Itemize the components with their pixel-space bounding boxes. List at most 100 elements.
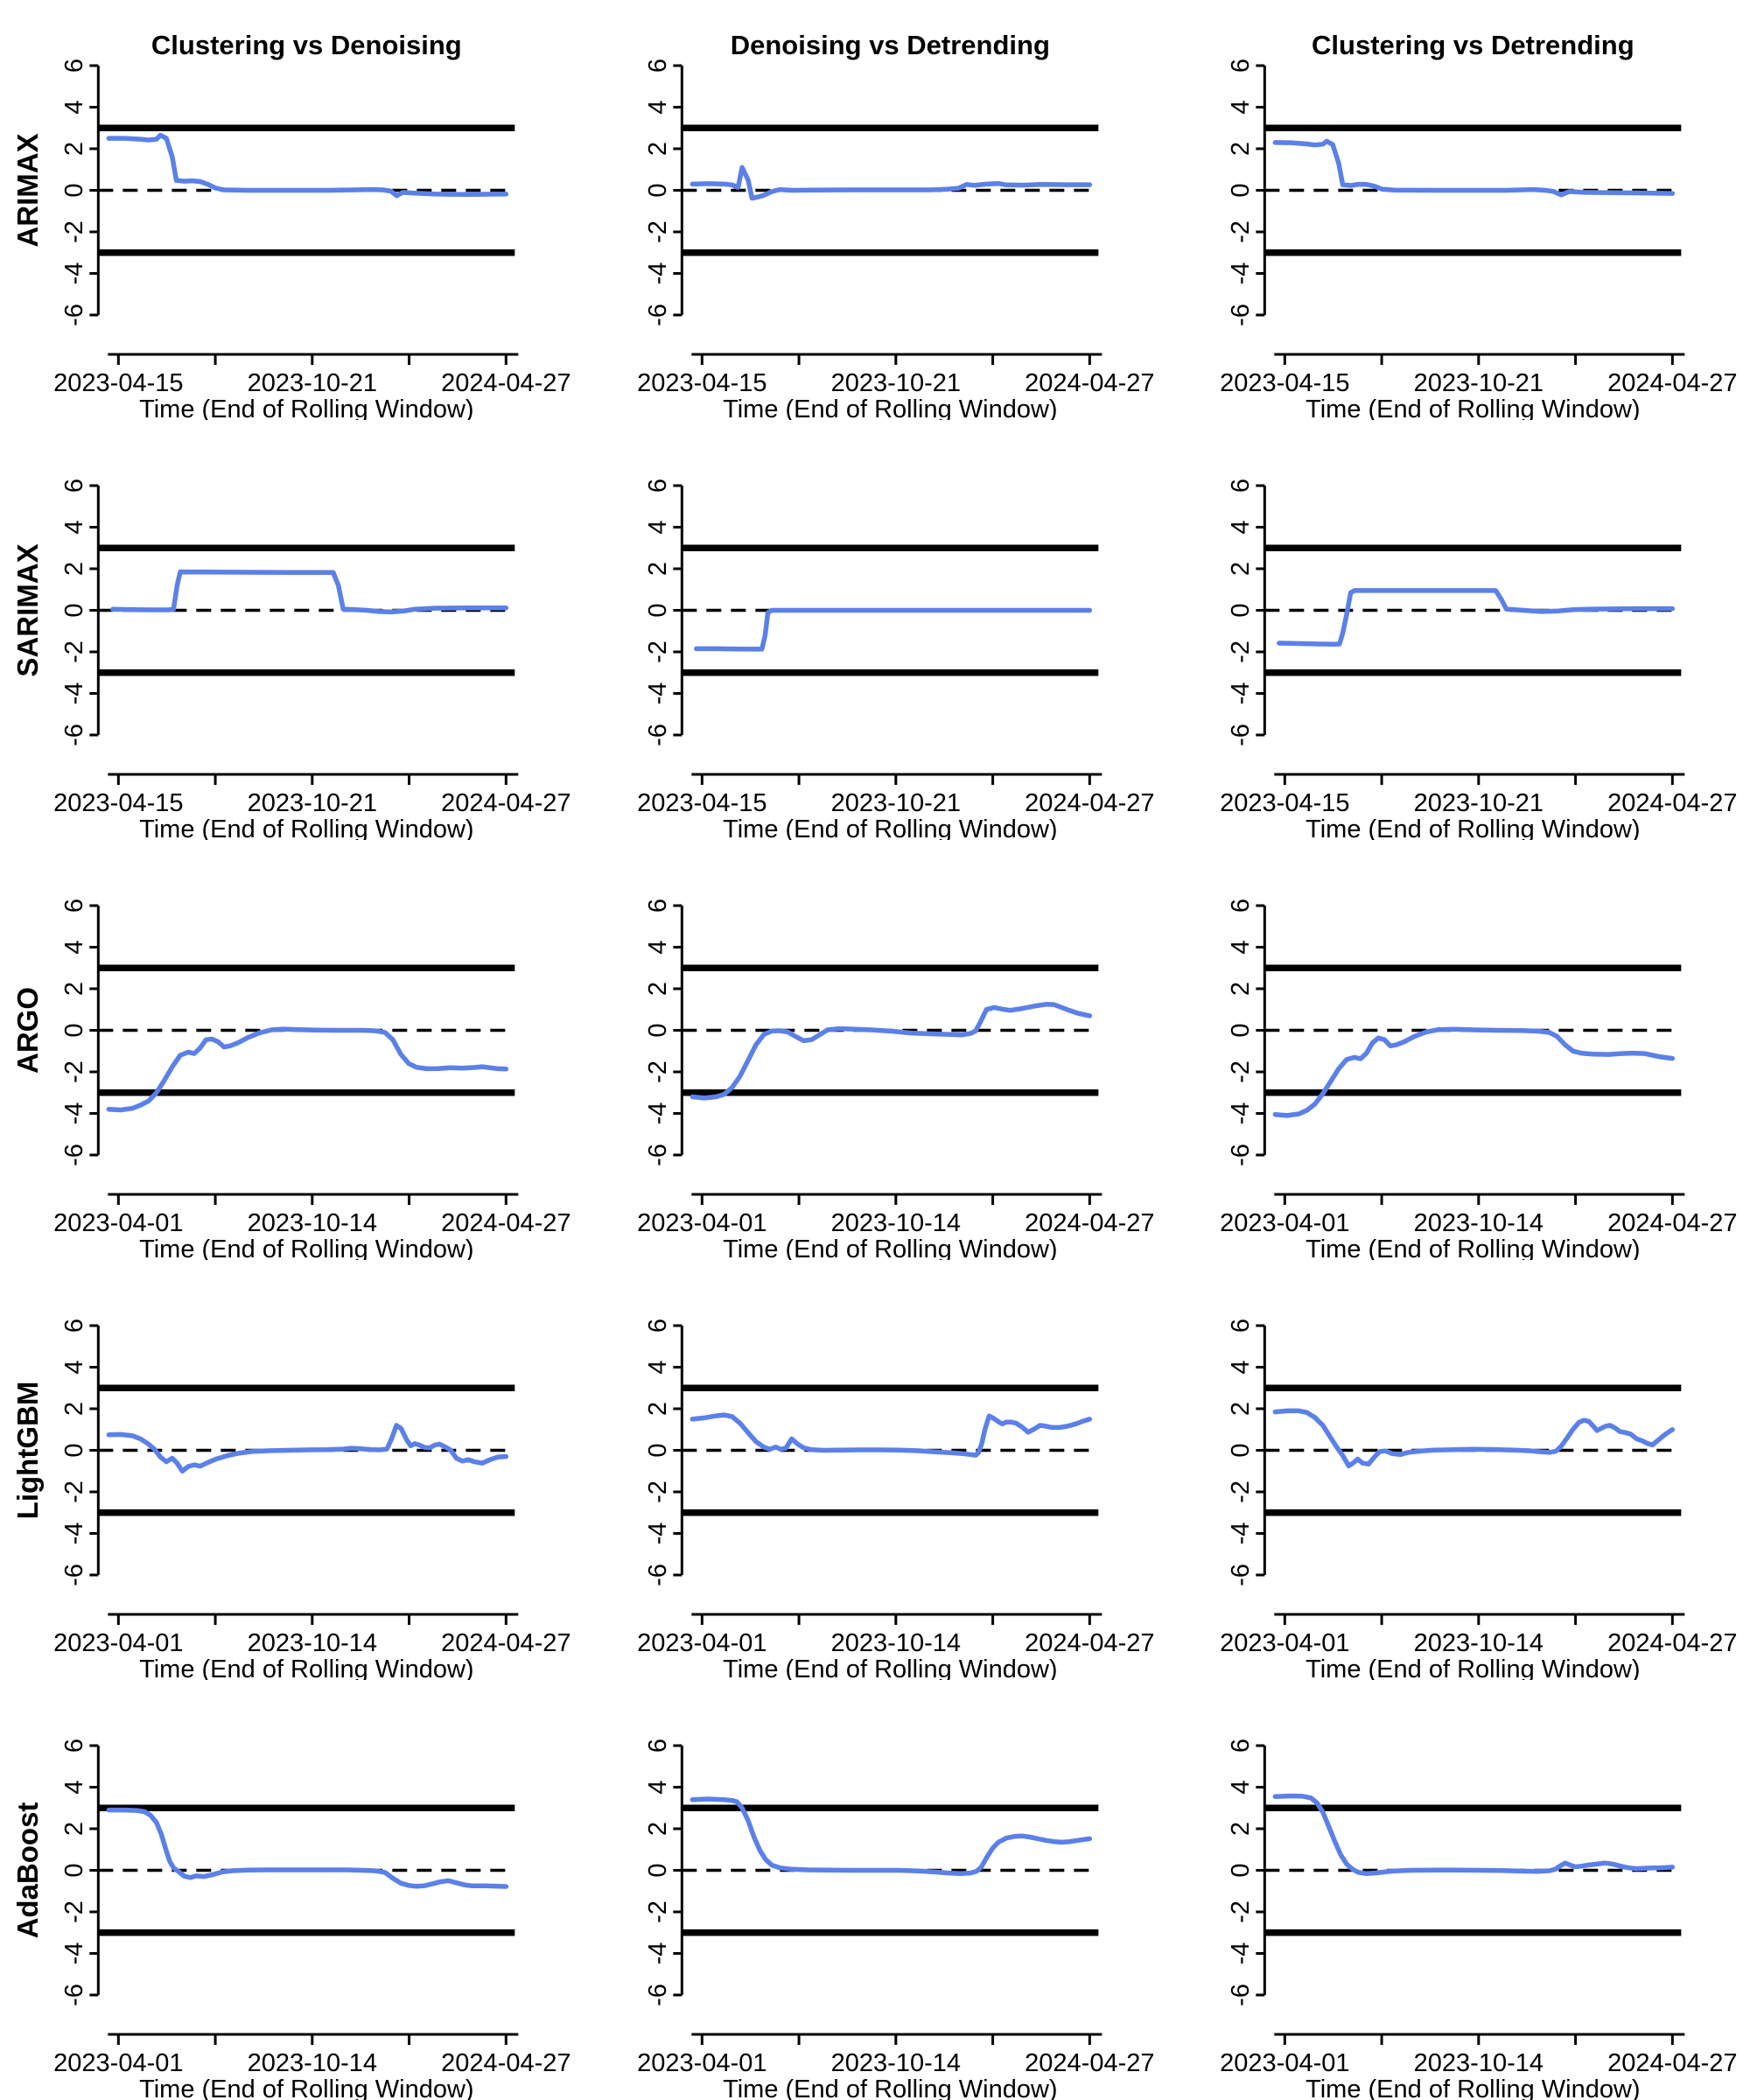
y-tick-label: 2 (644, 1822, 672, 1836)
y-tick-label: 2 (644, 142, 672, 156)
y-tick-label: -4 (60, 1522, 88, 1545)
y-tick-label: 6 (60, 59, 88, 73)
y-tick-label: -6 (60, 1144, 88, 1166)
y-tick-label: -6 (1227, 304, 1255, 326)
panel-argo-clustering-vs-detrending: -6 -4 -2 0 2 4 6 2023-04-01 2023-10-14 2024-04-27… (1166, 840, 1750, 1260)
x-tick-label: 2024-04-27 (441, 1209, 570, 1237)
y-tick-label: 0 (1227, 603, 1255, 617)
y-tick-label: 4 (644, 1780, 672, 1794)
y-tick-label: 2 (60, 982, 88, 996)
x-tick-label: 2023-04-01 (637, 1629, 766, 1657)
x-axis-label: Time (End of Rolling Window) (1306, 2076, 1641, 2100)
panel-arimax-clustering-vs-denoising: -6 -4 -2 0 2 4 6 2023-04-15 2023-10-21 2024-04-27… (0, 0, 584, 420)
y-tick-label: 6 (60, 479, 88, 493)
y-tick-label: -6 (1227, 724, 1255, 746)
y-tick-label: 0 (644, 1443, 672, 1457)
x-axis-label: Time (End of Rolling Window) (139, 1236, 474, 1260)
x-tick-label: 2023-10-21 (830, 789, 960, 817)
x-axis-label: Time (End of Rolling Window) (723, 1656, 1058, 1680)
panel-adaboost-clustering-vs-denoising: -6 -4 -2 0 2 4 6 2023-04-01 2023-10-14 2024-04-27… (0, 1680, 584, 2100)
x-tick-label: 2023-10-21 (248, 789, 377, 817)
y-tick-label: -4 (1227, 1942, 1255, 1965)
x-tick-label: 2023-10-14 (1414, 2049, 1544, 2077)
y-tick-label: 2 (60, 562, 88, 576)
x-axis-label: Time (End of Rolling Window) (139, 2076, 474, 2100)
plot-sarimax-clustering-vs-denoising: -6 -4 -2 0 2 4 6 2023-04-15 2023-10-21 2024-04-27… (11, 479, 570, 840)
y-tick-label: -6 (60, 304, 88, 326)
y-tick-label: -2 (60, 640, 88, 663)
y-tick-label: 4 (644, 520, 672, 534)
y-tick-label: 4 (1227, 1360, 1255, 1374)
y-tick-label: -4 (1227, 1522, 1255, 1545)
y-tick-label: 2 (1227, 562, 1255, 576)
y-tick-label: 2 (1227, 1822, 1255, 1836)
y-tick-label: -4 (644, 1102, 672, 1125)
dm-statistic-line (690, 164, 1092, 201)
dm-statistic-line (1277, 588, 1676, 647)
y-tick-label: -6 (60, 1564, 88, 1586)
y-tick-label: -4 (60, 1942, 88, 1965)
dm-statistic-line (690, 1796, 1092, 1877)
y-tick-label: -6 (644, 304, 672, 326)
dm-statistic-line (690, 1412, 1092, 1458)
y-tick-label: -2 (1227, 640, 1255, 663)
x-axis-label: Time (End of Rolling Window) (723, 1236, 1058, 1260)
panel-lightgbm-clustering-vs-detrending: -6 -4 -2 0 2 4 6 2023-04-01 2023-10-14 2024-04-27… (1166, 1260, 1750, 1680)
x-tick-label: 2024-04-27 (441, 2049, 570, 2077)
y-tick-label: 2 (644, 562, 672, 576)
x-tick-label: 2023-04-01 (1220, 1209, 1349, 1237)
y-tick-label: -4 (1227, 262, 1255, 285)
plot-lightgbm-clustering-vs-denoising: -6 -4 -2 0 2 4 6 2023-04-01 2023-10-14 2024-04-27… (11, 1319, 570, 1680)
y-tick-label: 4 (1227, 1780, 1255, 1794)
plot-adaboost-clustering-vs-denoising: -6 -4 -2 0 2 4 6 2023-04-01 2023-10-14 2024-04-27… (11, 1739, 570, 2100)
y-tick-label: -2 (60, 220, 88, 243)
y-tick-label: 4 (1227, 520, 1255, 534)
x-tick-label: 2024-04-27 (1025, 789, 1154, 817)
x-tick-label: 2024-04-27 (441, 369, 570, 397)
x-axis-label: Time (End of Rolling Window) (723, 2076, 1058, 2100)
plot-argo-denoising-vs-detrending: -6 -4 -2 0 2 4 6 2023-04-01 2023-10-14 2024-04-27… (637, 899, 1154, 1260)
y-tick-label: 0 (644, 1023, 672, 1037)
x-tick-label: 2023-10-14 (830, 1629, 960, 1657)
x-tick-label: 2023-10-14 (248, 1209, 377, 1237)
panel-lightgbm-clustering-vs-denoising: -6 -4 -2 0 2 4 6 2023-04-01 2023-10-14 2024-04-27… (0, 1260, 584, 1680)
x-tick-label: 2023-10-14 (248, 2049, 377, 2077)
panel-sarimax-clustering-vs-detrending: -6 -4 -2 0 2 4 6 2023-04-15 2023-10-21 2024-04-27… (1166, 420, 1750, 840)
panel-argo-clustering-vs-denoising: -6 -4 -2 0 2 4 6 2023-04-01 2023-10-14 2024-04-27… (0, 840, 584, 1260)
y-tick-label: 2 (1227, 982, 1255, 996)
plot-arimax-clustering-vs-detrending: -6 -4 -2 0 2 4 6 2023-04-15 2023-10-21 2024-04-27… (1220, 30, 1737, 420)
y-tick-label: 0 (1227, 1023, 1255, 1037)
y-tick-label: 0 (644, 603, 672, 617)
panel-lightgbm-denoising-vs-detrending: -6 -4 -2 0 2 4 6 2023-04-01 2023-10-14 2024-04-27… (584, 1260, 1167, 1680)
y-tick-label: 6 (1227, 1319, 1255, 1333)
x-tick-label: 2024-04-27 (441, 789, 570, 817)
y-tick-label: -2 (1227, 1060, 1255, 1083)
dm-statistic-line (106, 1423, 509, 1474)
dm-statistic-line (110, 569, 509, 615)
y-tick-label: -2 (1227, 1900, 1255, 1923)
y-tick-label: 4 (644, 940, 672, 954)
x-tick-label: 2023-04-15 (53, 369, 183, 397)
x-axis-label: Time (End of Rolling Window) (139, 1656, 474, 1680)
x-axis-label: Time (End of Rolling Window) (1306, 396, 1641, 420)
x-tick-label: 2023-04-01 (1220, 2049, 1349, 2077)
x-tick-label: 2023-04-15 (1220, 369, 1349, 397)
y-tick-label: -6 (60, 1984, 88, 2006)
y-tick-label: 6 (60, 899, 88, 913)
x-tick-label: 2023-10-21 (1414, 369, 1544, 397)
y-tick-label: 6 (1227, 59, 1255, 73)
x-tick-label: 2023-04-01 (637, 2049, 766, 2077)
y-tick-label: 6 (1227, 899, 1255, 913)
dm-statistic-line (106, 1026, 509, 1113)
y-tick-label: 2 (1227, 1402, 1255, 1416)
panel-adaboost-denoising-vs-detrending: -6 -4 -2 0 2 4 6 2023-04-01 2023-10-14 2024-04-27… (584, 1680, 1167, 2100)
y-tick-label: 0 (60, 1863, 88, 1877)
y-tick-label: 4 (1227, 940, 1255, 954)
panel-argo-denoising-vs-detrending: -6 -4 -2 0 2 4 6 2023-04-01 2023-10-14 2024-04-27… (584, 840, 1167, 1260)
x-tick-label: 2023-10-21 (1414, 789, 1544, 817)
dm-statistic-line (690, 1002, 1092, 1101)
y-tick-label: -6 (60, 724, 88, 746)
plot-adaboost-denoising-vs-detrending: -6 -4 -2 0 2 4 6 2023-04-01 2023-10-14 2024-04-27… (637, 1739, 1154, 2100)
x-tick-label: 2023-10-21 (830, 369, 960, 397)
y-tick-label: -4 (1227, 682, 1255, 705)
